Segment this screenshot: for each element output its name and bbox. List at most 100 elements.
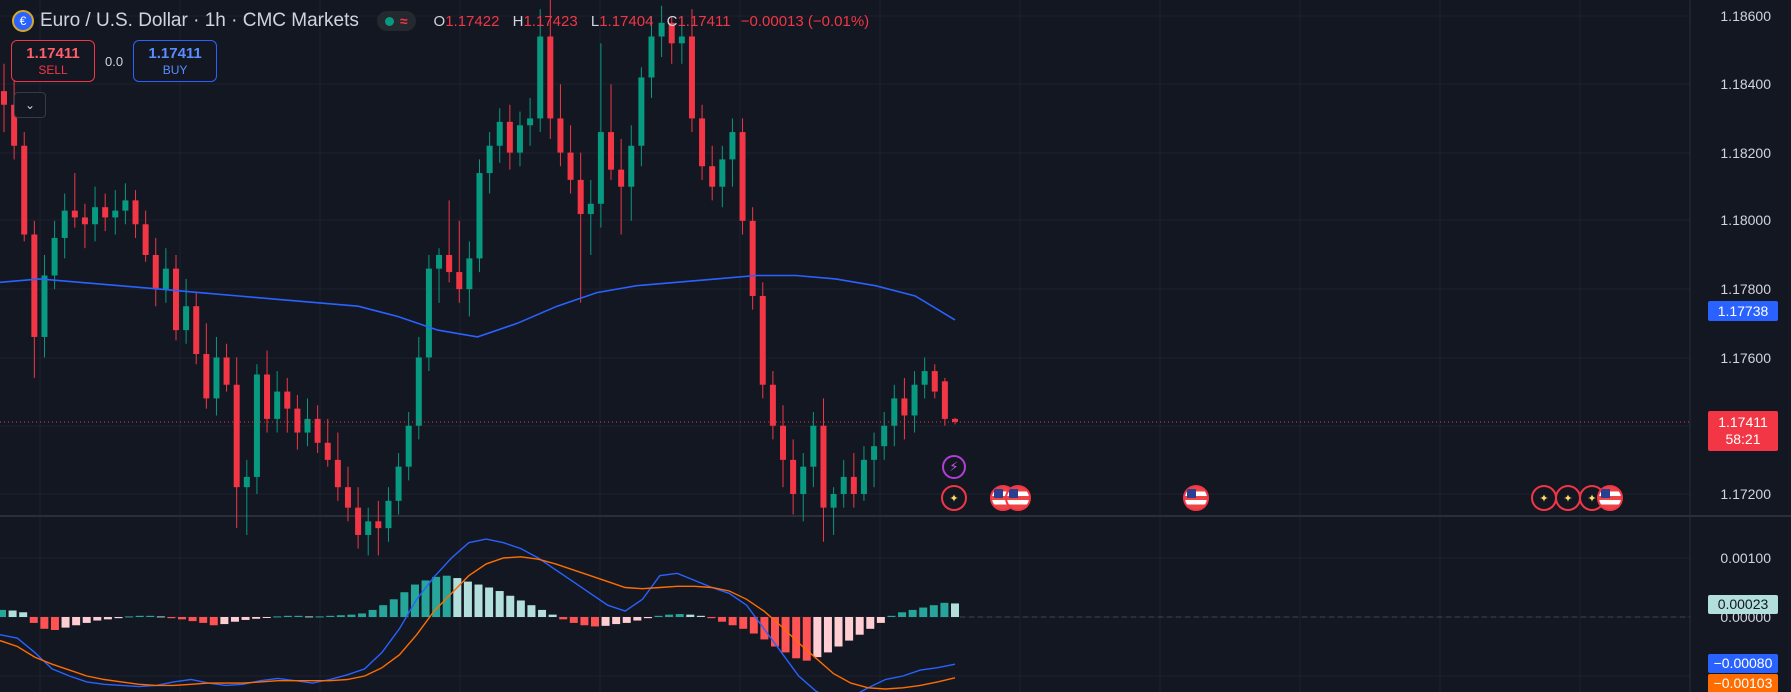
candle-body (425, 268, 432, 358)
candle-body (344, 487, 351, 508)
candle-body (304, 418, 311, 433)
chevron-down-icon: ⌄ (24, 98, 36, 112)
histogram-bar (739, 617, 748, 629)
candle-body (223, 357, 230, 385)
candle-body (729, 132, 736, 160)
eu-flag-icon[interactable]: ✦ (941, 485, 967, 511)
histogram-bar (516, 600, 525, 617)
candle-body (314, 418, 321, 443)
candle-body (122, 200, 129, 211)
histogram-bar (294, 615, 303, 617)
currency-pair-icon[interactable]: € (12, 10, 34, 32)
histogram-bar (654, 615, 663, 617)
candle-body (61, 210, 68, 238)
candle-body (769, 384, 776, 426)
candle-body (577, 179, 584, 215)
candle-body (183, 306, 190, 331)
eu-flag-icon[interactable]: ✦ (1531, 485, 1557, 511)
candle-body (446, 255, 453, 273)
candle-body (112, 210, 119, 218)
candle-body (355, 507, 362, 535)
open-value: 1.17422 (445, 12, 500, 30)
histogram-bar (908, 609, 917, 617)
candle-body (628, 145, 635, 187)
histogram-bar (167, 617, 176, 619)
candle-body (891, 398, 898, 426)
histogram-bar (273, 616, 282, 618)
candle-body (51, 237, 58, 276)
candle-body (527, 118, 534, 126)
histogram-bar (368, 609, 377, 617)
low-label: L (590, 12, 600, 30)
candle-body (911, 384, 918, 416)
high-value: 1.17423 (523, 12, 578, 30)
candle-body (11, 104, 18, 146)
histogram-bar (845, 617, 854, 641)
candle-body (132, 200, 139, 225)
histogram-bar (305, 616, 314, 618)
histogram-bar (569, 617, 578, 623)
candle-body (41, 275, 48, 337)
histogram-bar (114, 617, 123, 619)
candle-body (21, 145, 28, 235)
candle-body (860, 459, 867, 494)
lightning-icon[interactable]: ⚡ (942, 455, 966, 479)
candle-body (233, 384, 240, 488)
histogram-bar (781, 617, 790, 653)
market-open-dot-icon (384, 16, 394, 26)
buy-button[interactable]: 1.17411 BUY (133, 40, 218, 82)
macd-axis-label: 0.00100 (1720, 550, 1771, 566)
candle-body (496, 121, 503, 146)
candle-body (506, 121, 513, 153)
histogram-bar (538, 609, 547, 617)
symbol-title[interactable]: Euro / U.S. Dollar · 1h · CMC Markets (40, 10, 359, 31)
candle-body (284, 391, 291, 409)
histogram-bar (834, 617, 843, 647)
candle-body (243, 476, 250, 488)
candle-body (264, 374, 271, 419)
histogram-bar (453, 578, 462, 617)
eu-flag-icon[interactable]: ✦ (1555, 485, 1581, 511)
data-wave-icon: ≈ (399, 13, 408, 29)
candle-body (871, 446, 878, 460)
histogram-bar (0, 609, 6, 617)
histogram-bar (103, 617, 112, 620)
spread-value: 0.0 (105, 53, 124, 69)
us-flag-icon[interactable] (1183, 485, 1209, 511)
moving-average-line (0, 274, 956, 338)
histogram-bar (622, 617, 631, 623)
collapse-legend-button[interactable]: ⌄ (14, 92, 46, 118)
price-axis-label: 1.17600 (1720, 350, 1771, 366)
candle-body (456, 272, 463, 290)
candle-body (486, 145, 493, 174)
candle-body (334, 459, 341, 488)
histogram-bar (506, 595, 515, 617)
candle-body (749, 220, 756, 296)
candle-body (405, 425, 412, 467)
candle-body (557, 118, 564, 153)
us-flag-icon[interactable] (1597, 485, 1623, 511)
candle-body (810, 425, 817, 467)
histogram-bar (770, 617, 779, 647)
sell-button[interactable]: 1.17411 SELL (11, 40, 95, 82)
histogram-bar (749, 617, 758, 634)
histogram-bar (125, 616, 134, 618)
histogram-bar (241, 617, 250, 620)
candle-body (395, 466, 402, 501)
histogram-bar (919, 607, 928, 617)
candle-body (203, 354, 210, 399)
candlestick-series (1, 0, 958, 556)
market-status-pill[interactable]: ≈ (376, 11, 416, 31)
candle-body (31, 234, 38, 337)
histogram-bar (929, 605, 938, 617)
histogram-bar (315, 616, 324, 618)
candle-body (547, 36, 554, 119)
histogram-bar (432, 576, 441, 617)
candle-body (820, 425, 827, 508)
us-flag-icon[interactable] (1005, 485, 1031, 511)
ohlc-values: O1.17422 H1.17423 L1.17404 C1.17411 −0.0… (434, 13, 870, 30)
candle-body (648, 36, 655, 78)
price-axis-label: 1.17800 (1720, 281, 1771, 297)
close-value: 1.17411 (677, 12, 731, 30)
